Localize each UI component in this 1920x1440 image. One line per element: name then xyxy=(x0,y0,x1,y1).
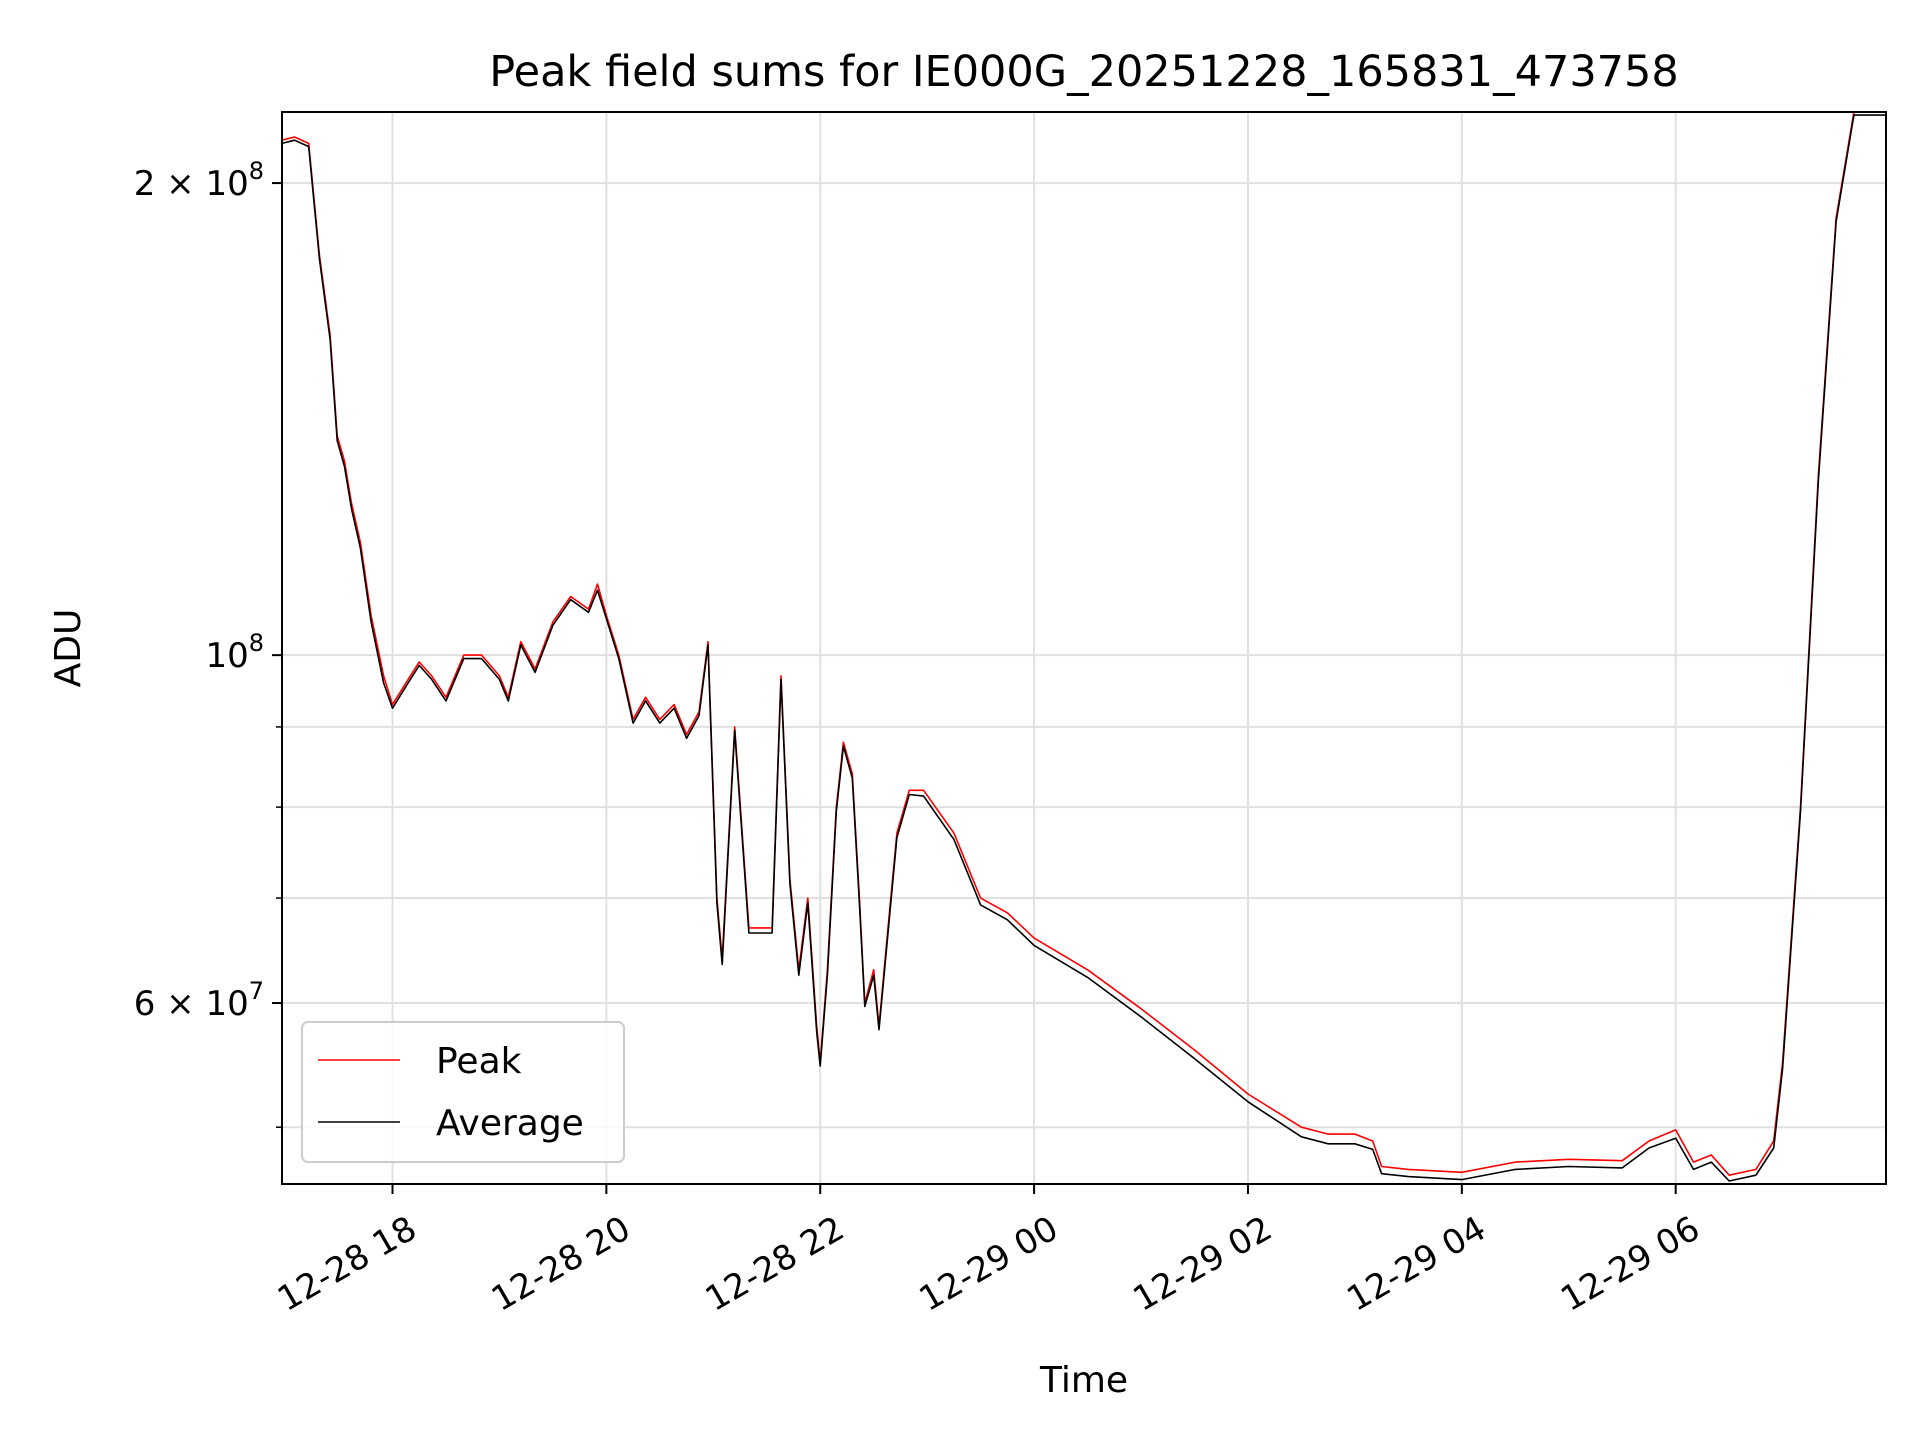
series-line-average xyxy=(281,114,1886,1182)
y-tick-exponent: 8 xyxy=(249,629,264,657)
series-lines xyxy=(281,111,1886,1182)
legend: Peak Average xyxy=(301,1021,625,1163)
plot-frame xyxy=(281,111,1887,1185)
y-tick-label: 108 xyxy=(205,629,264,676)
chart-title: Peak field sums for IE000G_20251228_1658… xyxy=(489,47,1679,97)
y-tick-label: 2 × 108 xyxy=(134,157,264,204)
y-tick-base: 2 × 10 xyxy=(134,164,249,204)
legend-label-average: Average xyxy=(436,1103,584,1144)
y-tick-base: 10 xyxy=(205,636,248,676)
y-tick-exponent: 8 xyxy=(249,157,264,185)
y-tick-exponent: 7 xyxy=(249,977,264,1005)
y-tick-label: 6 × 107 xyxy=(134,977,264,1024)
legend-label-peak: Peak xyxy=(436,1041,522,1082)
legend-box xyxy=(301,1021,625,1163)
y-tick-base: 6 × 10 xyxy=(134,984,249,1024)
x-axis-title: Time xyxy=(1039,1360,1128,1401)
grid xyxy=(282,112,1886,1184)
y-axis-title: ADU xyxy=(48,609,89,688)
